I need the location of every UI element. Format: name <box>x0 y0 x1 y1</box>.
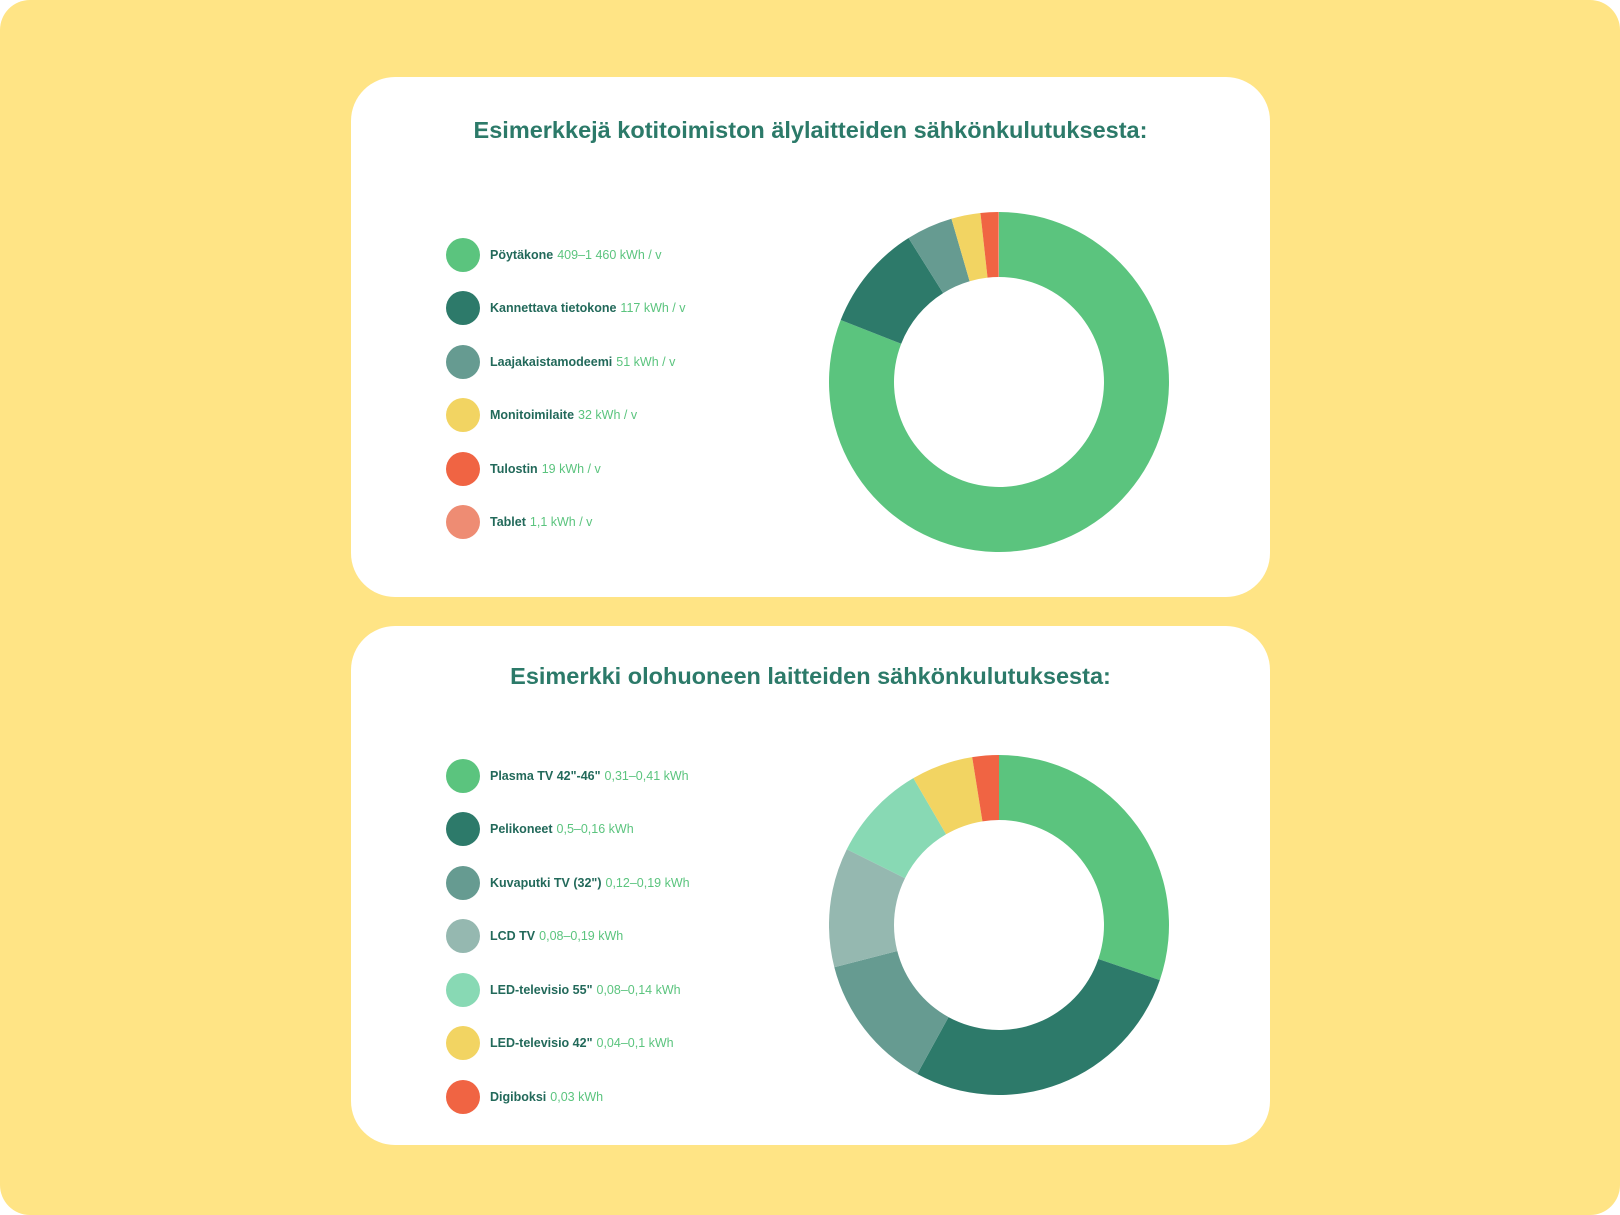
living-room-devices-card: Esimerkki olohuoneen laitteiden sähkönku… <box>351 626 1270 1145</box>
legend-swatch <box>446 505 480 540</box>
donut-slice-led-televisio-55 <box>846 778 947 879</box>
donut-slice-pöytäkone <box>829 212 1169 552</box>
legend-item-kannettava-tietokone: Kannettava tietokone 117 kWh / v <box>446 282 686 336</box>
legend-name: Tulostin <box>490 461 538 476</box>
donut-slice-monitoimilaite <box>951 213 988 282</box>
legend-item-kuvaputki-tv-32: Kuvaputki TV (32") 0,12–0,19 kWh <box>446 856 690 910</box>
legend: Pöytäkone 409–1 460 kWh / v Kannettava tie… <box>446 228 686 549</box>
legend-value: 0,03 kWh <box>550 1089 604 1104</box>
legend-name: LED-televisio 55" <box>490 982 593 997</box>
legend-text: LCD TV 0,08–0,19 kWh <box>490 929 623 943</box>
legend-swatch <box>446 398 480 433</box>
donut-chart <box>829 755 1169 1095</box>
legend-text: LED-televisio 55" 0,08–0,14 kWh <box>490 983 681 997</box>
legend: Plasma TV 42"-46" 0,31–0,41 kWh Pelikoneet… <box>446 749 690 1124</box>
legend-swatch <box>446 919 480 954</box>
legend-item-tablet: Tablet 1,1 kWh / v <box>446 496 686 550</box>
legend-swatch <box>446 812 480 847</box>
legend-item-laajakaistamodeemi: Laajakaistamodeemi 51 kWh / v <box>446 335 686 389</box>
legend-text: Pelikoneet 0,5–0,16 kWh <box>490 822 634 836</box>
legend-text: Kannettava tietokone 117 kWh / v <box>490 301 686 315</box>
legend-value: 0,31–0,41 kWh <box>604 768 689 783</box>
legend-value: 1,1 kWh / v <box>529 515 593 530</box>
legend-name: Monitoimilaite <box>490 408 575 423</box>
legend-name: Kuvaputki TV (32") <box>490 875 602 890</box>
legend-swatch <box>446 451 480 486</box>
legend-item-monitoimilaite: Monitoimilaite 32 kWh / v <box>446 389 686 443</box>
donut-slice-kannettava-tietokone <box>840 238 944 344</box>
legend-swatch <box>446 865 480 900</box>
donut-slice-digiboksi <box>972 755 999 822</box>
legend-swatch <box>446 344 480 379</box>
donut-slice-lcd-tv <box>829 849 906 968</box>
legend-name: Pelikoneet <box>490 822 553 837</box>
legend-swatch <box>446 1026 480 1061</box>
legend-name: Digiboksi <box>490 1089 547 1104</box>
legend-text: Digiboksi 0,03 kWh <box>490 1090 603 1104</box>
legend-swatch <box>446 972 480 1007</box>
legend-swatch <box>446 237 480 272</box>
legend-name: Tablet <box>490 515 526 530</box>
legend-value: 51 kWh / v <box>616 354 676 369</box>
donut-chart <box>829 212 1169 552</box>
legend-name: LED-televisio 42" <box>490 1036 593 1051</box>
legend-text: Monitoimilaite 32 kWh / v <box>490 408 637 422</box>
legend-value: 0,12–0,19 kWh <box>605 875 690 890</box>
legend-value: 0,04–0,1 kWh <box>596 1036 674 1051</box>
legend-value: 117 kWh / v <box>620 301 686 316</box>
donut-slice-kuvaputki-tv-32 <box>834 951 949 1075</box>
legend-text: LED-televisio 42" 0,04–0,1 kWh <box>490 1036 674 1050</box>
legend-item-led-televisio-42: LED-televisio 42" 0,04–0,1 kWh <box>446 1017 690 1071</box>
donut-slice-pelikoneet <box>917 959 1160 1095</box>
donut-slice-tablet <box>997 212 999 278</box>
donut-slice-laajakaistamodeemi <box>908 218 970 294</box>
donut-slice-tulostin <box>980 212 999 278</box>
legend-name: Laajakaistamodeemi <box>490 354 613 369</box>
chart-title: Esimerkkejä kotitoimiston älylaitteiden … <box>473 117 1148 143</box>
legend-value: 409–1 460 kWh / v <box>557 247 662 262</box>
legend-text: Laajakaistamodeemi 51 kWh / v <box>490 355 675 369</box>
legend-value: 32 kWh / v <box>578 408 638 423</box>
legend-name: LCD TV <box>490 929 536 944</box>
legend-value: 0,08–0,19 kWh <box>539 929 624 944</box>
legend-item-digiboksi: Digiboksi 0,03 kWh <box>446 1070 690 1124</box>
office-devices-card: Esimerkkejä kotitoimiston älylaitteiden … <box>351 77 1270 597</box>
legend-name: Pöytäkone <box>490 247 554 262</box>
legend-swatch <box>446 758 480 793</box>
legend-text: Pöytäkone 409–1 460 kWh / v <box>490 248 661 262</box>
legend-swatch <box>446 291 480 326</box>
legend-swatch <box>446 1079 480 1114</box>
legend-item-lcd-tv: LCD TV 0,08–0,19 kWh <box>446 910 690 964</box>
legend-value: 19 kWh / v <box>541 461 601 476</box>
legend-text: Plasma TV 42"-46" 0,31–0,41 kWh <box>490 769 689 783</box>
legend-text: Kuvaputki TV (32") 0,12–0,19 kWh <box>490 876 690 890</box>
legend-name: Plasma TV 42"-46" <box>490 768 601 783</box>
legend-value: 0,08–0,14 kWh <box>596 982 681 997</box>
legend-text: Tulostin 19 kWh / v <box>490 462 601 476</box>
legend-value: 0,5–0,16 kWh <box>556 822 634 837</box>
legend-item-tulostin: Tulostin 19 kWh / v <box>446 442 686 496</box>
legend-text: Tablet 1,1 kWh / v <box>490 515 592 529</box>
chart-title: Esimerkki olohuoneen laitteiden sähkönku… <box>510 663 1111 689</box>
legend-item-led-televisio-55: LED-televisio 55" 0,08–0,14 kWh <box>446 963 690 1017</box>
legend-name: Kannettava tietokone <box>490 301 617 316</box>
legend-item-plasma-tv-42-46: Plasma TV 42"-46" 0,31–0,41 kWh <box>446 749 690 803</box>
donut-slice-led-televisio-42 <box>913 757 983 835</box>
legend-item-pöytäkone: Pöytäkone 409–1 460 kWh / v <box>446 228 686 282</box>
donut-slice-plasma-tv-42-46 <box>999 755 1169 981</box>
legend-item-pelikoneet: Pelikoneet 0,5–0,16 kWh <box>446 803 690 857</box>
